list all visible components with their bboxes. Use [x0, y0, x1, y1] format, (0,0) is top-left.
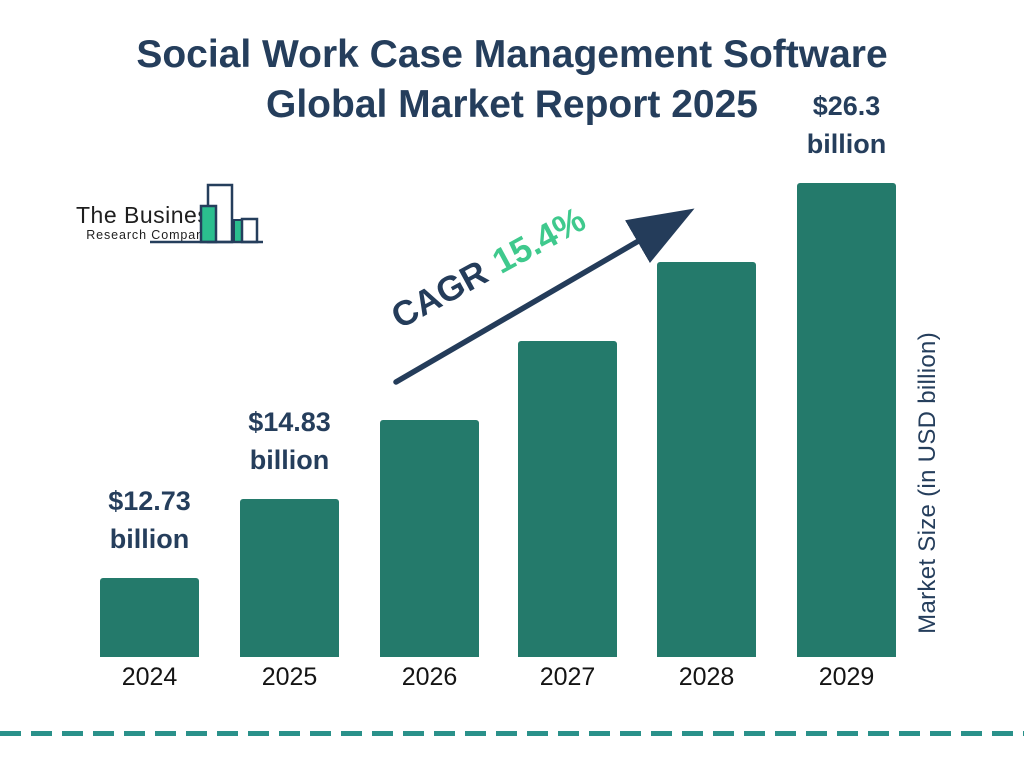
value-label-2025: $14.83 billion [248, 407, 331, 475]
x-label-2029: 2029 [818, 663, 875, 691]
bar-2027 [518, 341, 617, 657]
title-line-1: Social Work Case Management Software [136, 33, 888, 76]
value-label-2029: $26.3 billion [806, 91, 887, 159]
y-axis-label: Market Size (in USD billion) [914, 332, 941, 634]
company-logo: The Business Research Company [76, 203, 221, 242]
bar-2029 [797, 183, 896, 657]
x-label-2027: 2027 [539, 663, 596, 691]
x-label-2028: 2028 [678, 663, 735, 691]
bar-chart-logo-icon [150, 183, 263, 244]
bar-2028 [657, 262, 756, 657]
page-title: Social Work Case Management Software Glo… [0, 30, 1024, 130]
title-line-2: Global Market Report 2025 [266, 83, 758, 126]
bar-2026 [380, 420, 479, 657]
x-label-2026: 2026 [401, 663, 458, 691]
bottom-dashed-divider [0, 731, 1024, 736]
value-label-2024: $12.73 billion [108, 486, 191, 554]
growth-arrow-icon [393, 208, 695, 385]
x-label-2024: 2024 [121, 663, 178, 691]
x-label-2025: 2025 [261, 663, 318, 691]
bar-2024 [100, 578, 199, 657]
bar-2025 [240, 499, 339, 657]
logo-name: The Business [76, 202, 222, 228]
logo-subname: Research Company [86, 228, 212, 242]
